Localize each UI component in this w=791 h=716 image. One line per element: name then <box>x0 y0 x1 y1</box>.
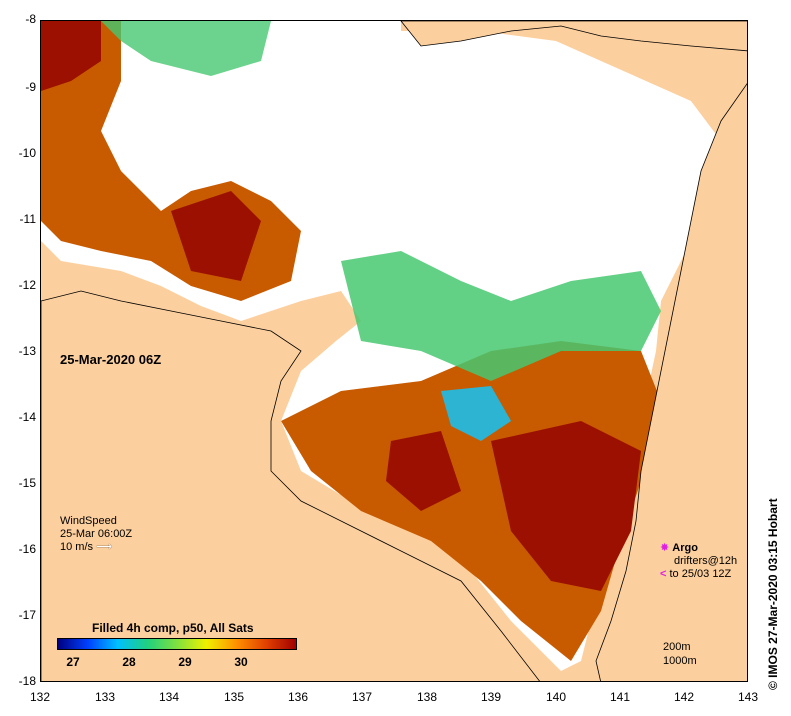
colorbar-title: Filled 4h comp, p50, All Sats <box>92 621 254 635</box>
wind-time: 25-Mar 06:00Z <box>60 528 133 540</box>
new-guinea-land <box>400 21 747 52</box>
wind-legend: WindSpeed 25-Mar 06:00Z 10 m/s ⟶ <box>60 515 132 554</box>
lat-label: -16 <box>18 542 36 556</box>
lon-label: 139 <box>480 690 502 704</box>
colorbar-label: 29 <box>178 655 192 669</box>
lon-label: 135 <box>223 690 245 704</box>
lon-label: 143 <box>737 690 759 704</box>
lon-label: 138 <box>416 690 438 704</box>
argo-icon: ✸ <box>660 542 670 554</box>
colorbar-label: 27 <box>66 655 80 669</box>
lat-label: -13 <box>18 344 36 358</box>
drifters-time-row: < to 25/03 12Z <box>660 568 737 581</box>
sst-cool-band <box>341 251 661 381</box>
lon-label: 133 <box>94 690 116 704</box>
lat-label: -8 <box>25 12 36 26</box>
argo-label: Argo <box>672 542 698 554</box>
depth-200m: 200m <box>663 641 691 653</box>
sst-map <box>41 21 747 681</box>
colorbar-label: 30 <box>234 655 248 669</box>
sst-hot-core <box>491 421 641 591</box>
map-area[interactable] <box>40 20 748 682</box>
lon-label: 136 <box>287 690 309 704</box>
wind-arrow-icon: ⟶ <box>96 541 112 553</box>
lon-label: 142 <box>673 690 695 704</box>
lat-label: -15 <box>18 476 36 490</box>
arnhem-land <box>41 290 540 681</box>
depth-1000m: 1000m <box>663 655 697 667</box>
drifters-label: drifters@12h <box>674 555 738 567</box>
drifters-time: to 25/03 12Z <box>669 568 732 580</box>
wind-title: WindSpeed <box>60 515 117 527</box>
credit-text: © IMOS 27-Mar-2020 03:15 Hobart <box>766 498 780 690</box>
map-date-title: 25-Mar-2020 06Z <box>60 352 162 367</box>
lat-label: -12 <box>18 278 36 292</box>
lat-label: -11 <box>19 212 36 226</box>
depth-contour-legend: 200m 1000m <box>663 640 697 668</box>
colorbar-label: 28 <box>122 655 136 669</box>
sst-hot-west-north <box>41 21 101 91</box>
sst-hot-center-west <box>171 191 261 281</box>
cape-york-land <box>595 83 747 681</box>
lat-label: -17 <box>18 608 36 622</box>
lat-label: -9 <box>25 80 36 94</box>
lat-label: -14 <box>18 410 36 424</box>
lon-label: 134 <box>158 690 180 704</box>
wind-speed-row: 10 m/s ⟶ <box>60 541 132 554</box>
wind-speed-label: 10 m/s <box>60 541 94 553</box>
lat-label: -18 <box>18 674 36 688</box>
lon-label: 132 <box>29 690 51 704</box>
argo-row: ✸ Argo <box>660 542 737 555</box>
colorbar <box>57 638 297 650</box>
lon-label: 140 <box>545 690 567 704</box>
lon-label: 141 <box>609 690 631 704</box>
sst-cyan-patch <box>441 386 511 441</box>
lat-label: -10 <box>18 146 36 160</box>
lon-label: 137 <box>351 690 373 704</box>
float-legend: ✸ Argo drifters@12h < to 25/03 12Z <box>660 542 737 581</box>
sst-green-top <box>101 21 271 76</box>
drifter-icon: < <box>660 568 667 580</box>
sst-hot-west <box>386 431 461 511</box>
